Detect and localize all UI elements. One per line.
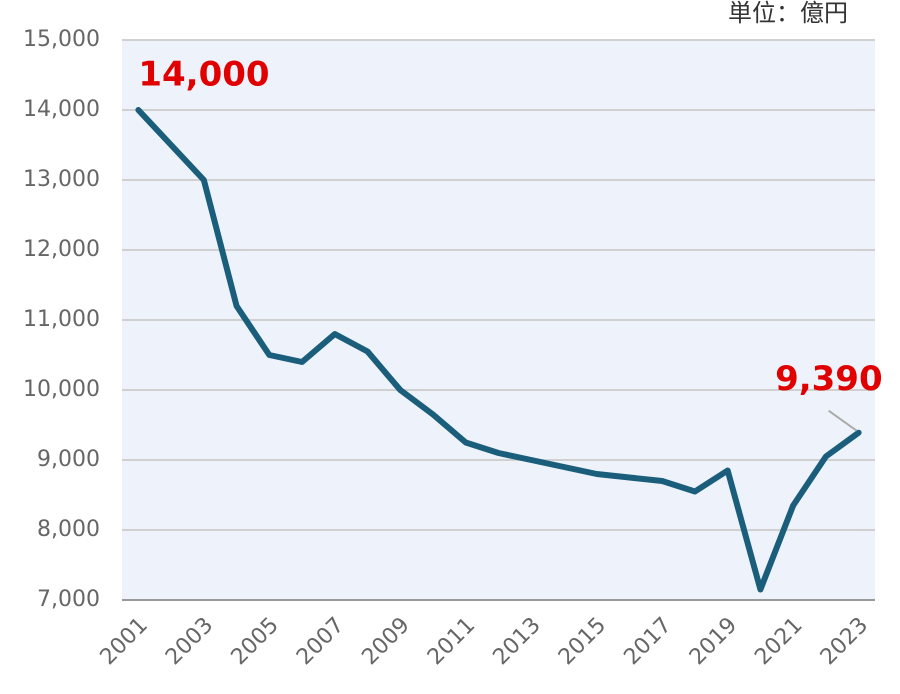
y-tick-label: 10,000 xyxy=(23,377,100,402)
x-tick-label: 2015 xyxy=(554,613,611,670)
x-tick-label: 2013 xyxy=(488,613,545,670)
unit-label: 単位：億円 xyxy=(728,0,848,27)
y-tick-label: 15,000 xyxy=(23,27,100,52)
x-tick-label: 2003 xyxy=(161,613,218,670)
y-tick-label: 9,000 xyxy=(37,447,100,472)
y-tick-label: 12,000 xyxy=(23,237,100,262)
value-label: 9,390 xyxy=(775,359,883,399)
x-tick-label: 2001 xyxy=(96,613,153,670)
x-tick-label: 2007 xyxy=(292,613,349,670)
y-tick-label: 8,000 xyxy=(37,517,100,542)
y-tick-label: 11,000 xyxy=(23,307,100,332)
x-tick-label: 2011 xyxy=(423,613,480,670)
x-tick-label: 2009 xyxy=(357,613,414,670)
x-tick-label: 2021 xyxy=(750,613,807,670)
value-label: 14,000 xyxy=(138,55,269,95)
x-tick-label: 2017 xyxy=(619,613,676,670)
x-tick-label: 2005 xyxy=(227,613,284,670)
y-tick-label: 14,000 xyxy=(23,97,100,122)
x-tick-label: 2023 xyxy=(816,613,873,670)
leader-line xyxy=(828,409,858,432)
y-tick-label: 7,000 xyxy=(37,587,100,612)
line xyxy=(135,107,862,593)
x-tick-label: 2019 xyxy=(685,613,742,670)
y-tick-label: 13,000 xyxy=(23,167,100,192)
